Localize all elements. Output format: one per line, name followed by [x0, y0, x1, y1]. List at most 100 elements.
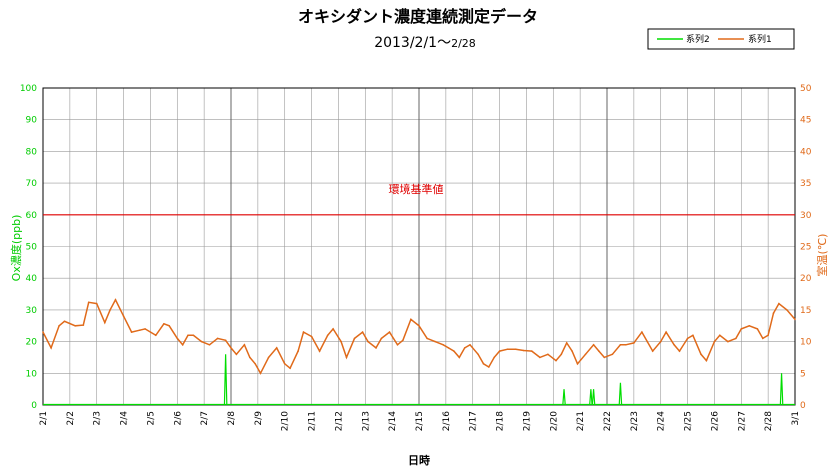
series-1-point: [705, 359, 708, 362]
series-1-point: [243, 344, 246, 346]
series-1-point: [181, 344, 184, 346]
series-1-point: [506, 348, 509, 351]
series-1-point: [434, 340, 436, 343]
series-1-point: [130, 331, 133, 333]
series-1-point: [651, 350, 654, 352]
x-axis-label: 日時: [408, 453, 430, 467]
x-tick-label: 2/13: [361, 411, 371, 431]
x-tick-label: 2/11: [308, 411, 318, 431]
series-1-point: [42, 331, 44, 333]
series-1-point: [95, 302, 98, 305]
series-1-point: [109, 309, 111, 311]
series-1-point: [571, 350, 573, 352]
x-tick-label: 3/1: [791, 411, 801, 425]
series-1-point: [104, 321, 106, 324]
series-1-point: [442, 344, 445, 346]
y-right-tick-label: 40: [800, 147, 812, 157]
series-1-point: [114, 299, 117, 301]
series-1-point: [531, 350, 533, 352]
series-1-point: [469, 344, 471, 346]
y-left-tick-label: 20: [26, 338, 38, 348]
series-1-point: [388, 331, 391, 333]
series-1-point: [380, 337, 383, 340]
series-1-point: [646, 340, 649, 343]
x-tick-label: 2/1: [39, 411, 49, 425]
series-1-point: [592, 344, 595, 346]
x-tick-label: 2/15: [415, 411, 425, 431]
series-1-point: [673, 344, 675, 346]
x-tick-label: 2/24: [657, 411, 667, 431]
y-left-tick-label: 100: [20, 84, 37, 94]
y-left-tick-label: 40: [26, 274, 38, 284]
x-tick-label: 2/17: [469, 411, 479, 431]
legend-label-series-2: 系列2: [686, 33, 710, 45]
series-1-point: [345, 356, 348, 359]
y-left-tick-label: 10: [26, 369, 38, 379]
series-1-point: [82, 324, 85, 326]
series-1-point: [259, 372, 262, 375]
series-1-point: [488, 366, 490, 368]
series-1-point: [477, 353, 479, 356]
series-1-point: [560, 353, 563, 356]
series-1-point: [138, 329, 141, 332]
legend-label-series-1: 系列1: [748, 33, 772, 45]
series-1-point: [447, 347, 450, 349]
series-1-point: [584, 353, 587, 356]
series-1-point: [74, 325, 76, 327]
x-tick-label: 2/7: [200, 411, 210, 425]
series-1-point: [318, 350, 321, 352]
series-1-point: [767, 334, 769, 337]
x-tick-label: 2/19: [522, 411, 532, 431]
series-1-point: [772, 312, 775, 314]
y-left-tick-label: 70: [26, 179, 38, 189]
x-tick-label: 2/14: [388, 411, 398, 431]
x-tick-label: 2/5: [146, 411, 156, 425]
series-2-spike: [779, 373, 784, 406]
y-right-tick-label: 0: [800, 401, 806, 411]
series-1-point: [410, 318, 412, 321]
series-1-group: [42, 298, 796, 375]
series-1-point: [176, 337, 179, 340]
x-tick-label: 2/27: [737, 411, 747, 431]
series-2-spike: [223, 354, 228, 406]
x-tick-label: 2/25: [684, 411, 694, 431]
x-tick-label: 2/3: [93, 411, 103, 425]
y-left-tick-label: 30: [26, 306, 38, 316]
series-2-spike: [562, 389, 566, 406]
series-1-point: [289, 367, 291, 370]
y-right-tick-label: 30: [800, 211, 812, 221]
y-left-tick-label: 50: [26, 243, 38, 253]
series-1-point: [719, 334, 721, 337]
series-1-point: [332, 328, 334, 330]
series-1-point: [514, 348, 517, 351]
series-1-point: [778, 302, 780, 305]
x-tick-label: 2/18: [496, 411, 506, 431]
y-right-tick-label: 50: [800, 84, 812, 94]
series-1-point: [402, 339, 404, 342]
chart-title: オキシダント濃度連続測定データ: [298, 7, 538, 26]
series-1-point: [611, 353, 614, 356]
series-1-point: [426, 337, 428, 340]
series-1-point: [678, 350, 681, 352]
series-1-point: [547, 353, 549, 356]
series-1-point: [748, 325, 751, 327]
series-1-point: [633, 342, 635, 344]
grid: [42, 87, 796, 406]
y-right-tick-label: 35: [800, 179, 811, 189]
series-1-point: [302, 331, 305, 333]
series-1-point: [168, 325, 170, 327]
x-ticks: 2/1 2/2 2/3 2/4 2/5 2/6 2/7 2/8 2/9 2/10 2/11 2/12 2…: [39, 411, 801, 431]
series-1-point: [692, 334, 694, 337]
series-1-point: [565, 342, 568, 344]
series-1-point: [396, 344, 399, 346]
series-1-point: [555, 359, 557, 362]
x-tick-label: 2/22: [603, 411, 613, 431]
series-1-point: [297, 350, 299, 352]
series-1-point: [786, 309, 788, 311]
series-1-point: [216, 337, 219, 340]
x-tick-label: 2/4: [120, 411, 130, 426]
series-1-point: [522, 349, 525, 352]
series-1-point: [267, 356, 270, 359]
legend: 系列2 系列1: [647, 28, 795, 50]
x-tick-label: 2/26: [710, 411, 720, 431]
